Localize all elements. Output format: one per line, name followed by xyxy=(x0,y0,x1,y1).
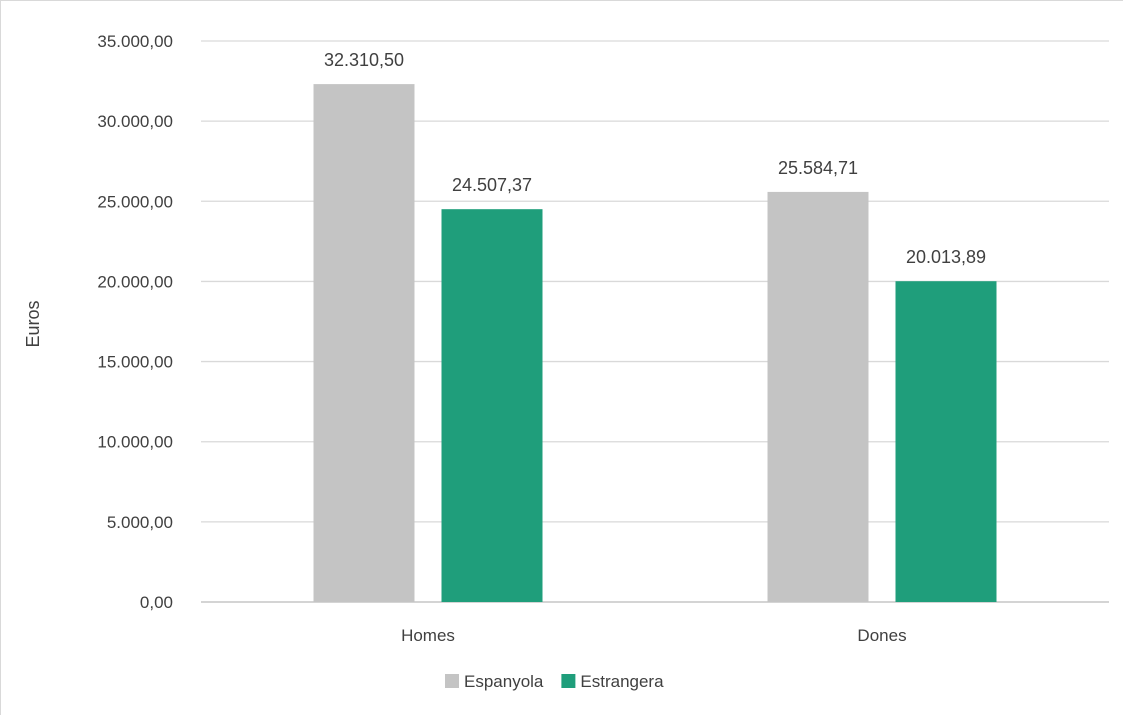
data-label: 20.013,89 xyxy=(906,247,986,267)
y-axis-title: Euros xyxy=(23,300,43,347)
y-tick-label: 20.000,00 xyxy=(97,272,173,291)
data-label: 25.584,71 xyxy=(778,158,858,178)
bar-estrangera-dones[interactable] xyxy=(895,281,997,602)
legend-swatch-espanyola xyxy=(445,674,459,688)
data-label: 32.310,50 xyxy=(324,50,404,70)
y-axis-ticks: 0,00 5.000,00 10.000,00 15.000,00 20.000,00 2… xyxy=(97,32,173,612)
legend[interactable]: Espanyola Estrangera xyxy=(445,672,664,691)
y-tick-label: 35.000,00 xyxy=(97,32,173,51)
y-tick-label: 0,00 xyxy=(140,593,173,612)
bar-estrangera-homes[interactable] xyxy=(441,209,543,602)
bars xyxy=(313,84,997,603)
data-label: 24.507,37 xyxy=(452,175,532,195)
y-tick-label: 15.000,00 xyxy=(97,353,173,372)
x-category-label: Homes xyxy=(401,626,455,645)
legend-item-estrangera[interactable]: Estrangera xyxy=(580,672,664,691)
bar-espanyola-homes[interactable] xyxy=(313,84,415,603)
legend-item-espanyola[interactable]: Espanyola xyxy=(464,672,544,691)
y-tick-label: 30.000,00 xyxy=(97,112,173,131)
legend-swatch-estrangera xyxy=(561,674,576,688)
y-tick-label: 10.000,00 xyxy=(97,433,173,452)
y-tick-label: 5.000,00 xyxy=(107,513,173,532)
y-tick-label: 25.000,00 xyxy=(97,192,173,211)
data-labels: 32.310,50 24.507,37 25.584,71 20.013,89 xyxy=(324,50,986,267)
x-category-label: Dones xyxy=(857,626,906,645)
bar-espanyola-dones[interactable] xyxy=(767,191,869,603)
x-axis-categories: Homes Dones xyxy=(401,626,907,645)
